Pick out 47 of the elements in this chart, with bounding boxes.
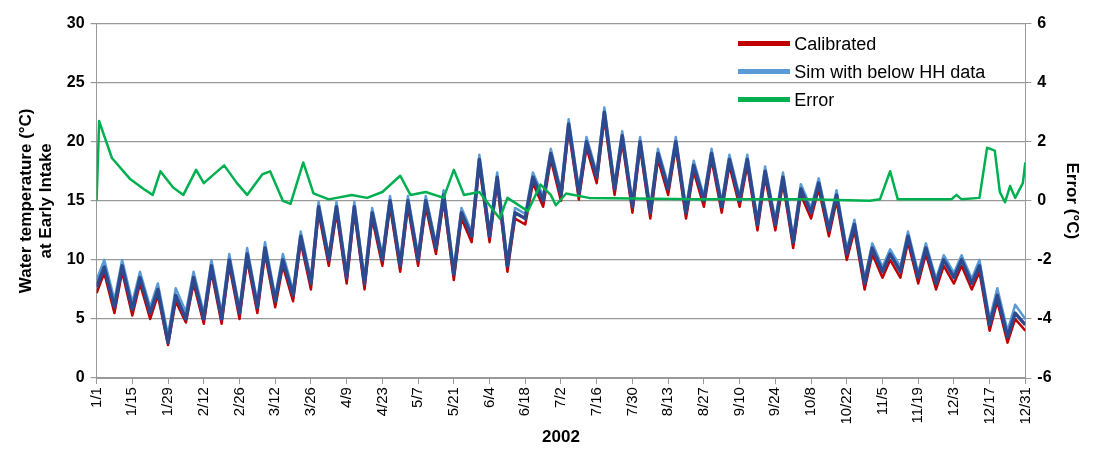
- y-tick-label: 5: [75, 309, 85, 327]
- y-tick-label: 20: [66, 132, 85, 150]
- x-tick-label: 1/15: [122, 387, 140, 417]
- y-tick-label: 15: [66, 191, 85, 209]
- x-tick-label: 5/21: [443, 387, 461, 417]
- x-tick-label: 8/13: [658, 387, 676, 417]
- x-tick-label: 2/26: [229, 387, 247, 417]
- y2-tick-label: 0: [1037, 191, 1047, 209]
- y-tick-label: 25: [66, 73, 85, 91]
- y2-tick-label: 6: [1037, 14, 1047, 32]
- x-axis-title: 2002: [542, 427, 580, 447]
- x-tick-label: 3/26: [301, 387, 319, 417]
- y2-tick-label: -6: [1037, 368, 1052, 386]
- legend-label: Error: [794, 88, 835, 112]
- x-tick-label: 7/2: [551, 387, 569, 408]
- x-tick-label: 11/5: [872, 387, 890, 416]
- x-tick-label: 5/7: [408, 387, 426, 408]
- y2-tick-label: -4: [1037, 309, 1052, 327]
- x-tick-label: 10/22: [836, 387, 854, 425]
- legend-label: Calibrated: [794, 32, 877, 56]
- x-tick-label: 1/29: [158, 387, 176, 417]
- x-tick-label: 2/12: [193, 387, 211, 417]
- x-tick-label: 11/19: [908, 387, 926, 424]
- x-tick-label: 8/27: [694, 387, 712, 417]
- x-tick-label: 12/31: [1015, 387, 1033, 425]
- x-tick-label: 7/16: [586, 387, 604, 417]
- x-tick-label: 6/18: [515, 387, 533, 417]
- x-tick-label: 12/17: [979, 387, 997, 425]
- x-tick-label: 12/3: [944, 387, 962, 417]
- y-tick-label: 10: [66, 250, 85, 268]
- y2-axis-title: Error (°C): [1063, 162, 1083, 240]
- x-tick-label: 10/8: [801, 387, 819, 417]
- y-tick-label: 30: [66, 14, 85, 32]
- y2-tick-label: 4: [1037, 73, 1047, 91]
- x-tick-label: 7/30: [622, 387, 640, 417]
- x-tick-label: 3/12: [265, 387, 283, 417]
- legend-label: Sim with below HH data: [794, 60, 986, 84]
- y-tick-label: 0: [75, 368, 85, 386]
- x-tick-label: 9/10: [729, 387, 747, 417]
- x-tick-label: 1/1: [86, 387, 104, 408]
- x-tick-label: 4/23: [372, 387, 390, 417]
- x-tick-label: 9/24: [765, 387, 783, 417]
- y-axis-title: Water temperature (°C) at Early Intake: [15, 108, 56, 294]
- y2-tick-label: -2: [1037, 250, 1052, 268]
- y2-tick-label: 2: [1037, 132, 1047, 150]
- x-tick-label: 4/9: [336, 387, 354, 408]
- x-tick-label: 6/4: [479, 387, 497, 408]
